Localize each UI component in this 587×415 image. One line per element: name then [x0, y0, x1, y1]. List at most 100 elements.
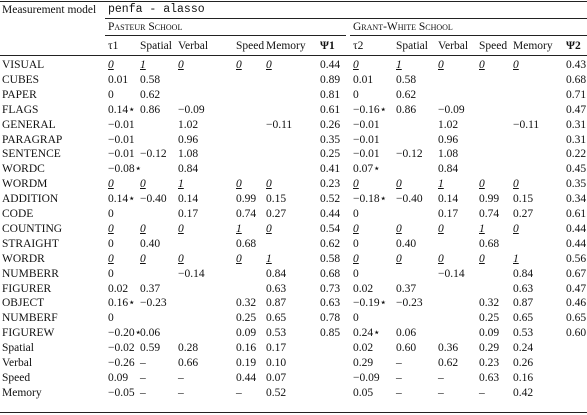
cell: 0.37	[396, 282, 417, 295]
fixed-cell: 0	[140, 222, 146, 235]
cell: 0.65	[266, 312, 287, 325]
cell: 0.53	[266, 327, 287, 340]
cell: 0.25	[479, 312, 500, 325]
cell: −0.40	[396, 193, 423, 206]
cell: −0.01	[353, 118, 380, 131]
fixed-cell: 0	[108, 59, 114, 71]
cell: 0.47	[566, 103, 587, 116]
cell: −0.18⋆	[353, 193, 387, 206]
cell: 0.63	[513, 282, 534, 295]
cell: 0.31	[566, 133, 587, 146]
fixed-cell: 0	[438, 59, 444, 71]
fixed-cell: 0	[396, 252, 402, 265]
fixed-cell: 0	[479, 252, 485, 265]
cell: 0.63	[266, 282, 287, 295]
group-header: Pasteur School	[108, 21, 183, 33]
fixed-cell: 1	[266, 252, 272, 265]
cell: 0.52	[320, 193, 341, 206]
fixed-cell: 0	[236, 59, 242, 71]
cell: 0	[353, 267, 359, 280]
fixed-cell: 0	[140, 178, 146, 191]
cell: 0	[353, 88, 359, 101]
cell: 0.62	[396, 88, 417, 101]
row-label: COUNTING	[2, 222, 63, 235]
cell: 0.67	[566, 267, 587, 280]
cell: 0.78	[320, 312, 341, 325]
column-header: Memory	[266, 40, 306, 52]
cell: −0.23	[396, 297, 423, 310]
cell: 0.61	[566, 208, 587, 220]
row-label: CODE	[2, 208, 34, 220]
model-name: penfa - alasso	[108, 3, 205, 16]
cell: 0.09	[479, 327, 500, 340]
cell: 0.85	[320, 327, 341, 340]
cell: −0.19⋆	[353, 297, 387, 310]
row-label: OBJECT	[2, 297, 45, 310]
cell: 0.62	[438, 357, 459, 369]
row-label: Memory	[2, 386, 42, 399]
fixed-cell: 0	[236, 252, 242, 265]
column-header: Speed	[479, 40, 508, 52]
cell: 0.01	[353, 73, 374, 86]
cell: −0.05	[108, 386, 135, 399]
cell: −0.23	[140, 297, 167, 310]
row-label: CUBES	[2, 73, 40, 86]
fixed-cell: 0	[513, 222, 519, 235]
cell: 0.68	[320, 267, 341, 280]
fixed-cell: 0	[178, 222, 184, 235]
fixed-cell: 0	[178, 59, 184, 71]
cell: 0.35	[320, 133, 341, 146]
cell: 0	[108, 312, 114, 325]
cell: 0.68	[566, 73, 587, 86]
cell: 0.59	[140, 342, 161, 355]
cell: 0.86	[140, 103, 161, 116]
cell: 0.26	[320, 118, 341, 131]
group-rule	[350, 35, 587, 36]
cell: −0.09	[353, 371, 380, 384]
cell: 0.31	[566, 118, 587, 131]
row-label: FIGUREW	[2, 327, 55, 340]
cell: 0.24⋆	[353, 327, 381, 340]
cell: 0.74	[236, 208, 257, 220]
cell: −0.12	[140, 148, 167, 161]
cell: 1.08	[178, 148, 199, 161]
cell: 0.60	[566, 327, 587, 340]
cell: 0.44	[320, 208, 341, 220]
cell: 0.02	[353, 342, 374, 355]
cell: 0.52	[266, 386, 287, 399]
cell: –	[178, 371, 184, 384]
cell: 0.05	[353, 386, 374, 399]
cell: −0.14	[438, 267, 465, 280]
cell: –	[236, 386, 242, 399]
fixed-cell: 0	[353, 222, 359, 235]
cell: 0.16	[236, 342, 257, 355]
cell: 0.40	[396, 237, 417, 250]
cell: 0.07⋆	[353, 163, 381, 176]
cell: 0.06	[140, 327, 161, 340]
cell: 0.25	[320, 148, 341, 161]
cell: 0.14	[178, 193, 199, 206]
cell: 0.73	[320, 282, 341, 295]
fixed-cell: 1	[479, 222, 485, 235]
cell: 0.07	[266, 371, 287, 384]
cell: 0.43	[566, 59, 587, 71]
column-header: Verbal	[438, 40, 469, 52]
column-header: Speed	[236, 40, 265, 52]
cell: 0.84	[266, 267, 287, 280]
row-label: GENERAL	[2, 118, 56, 131]
row-label: PAPER	[2, 88, 37, 101]
cell: –	[140, 357, 146, 369]
cell: 0.46	[566, 297, 587, 310]
fixed-cell: 1	[513, 252, 519, 265]
fixed-cell: 0	[108, 178, 114, 191]
fixed-cell: 0	[140, 252, 146, 265]
cell: –	[178, 386, 184, 399]
cell: 1.02	[438, 118, 459, 131]
cell: –	[140, 386, 146, 399]
cell: –	[438, 386, 444, 399]
cell: 0.14⋆	[108, 193, 136, 206]
cell: 0.63	[479, 371, 500, 384]
column-header: τ1	[108, 40, 119, 52]
cell: 0.34	[566, 193, 587, 206]
rule	[105, 18, 587, 19]
